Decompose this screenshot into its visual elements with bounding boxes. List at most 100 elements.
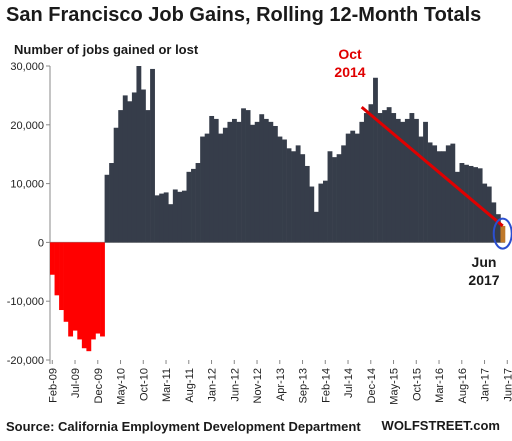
bar xyxy=(427,142,433,243)
x-tick-label: Jan-12 xyxy=(207,368,219,402)
trend-line xyxy=(360,106,504,228)
bar xyxy=(432,145,438,243)
bar xyxy=(350,130,356,243)
bar xyxy=(359,121,365,243)
bar xyxy=(191,168,196,243)
bar xyxy=(68,242,74,337)
bar xyxy=(386,107,392,243)
bar xyxy=(127,101,133,243)
source-note: Source: California Employment Developmen… xyxy=(6,419,361,434)
bar xyxy=(95,242,101,334)
bar xyxy=(232,118,237,243)
bar xyxy=(163,192,169,243)
bar xyxy=(373,77,378,243)
bar xyxy=(172,189,178,243)
bar xyxy=(495,214,501,243)
bar xyxy=(254,121,260,243)
bar xyxy=(391,113,397,243)
bar xyxy=(304,165,310,243)
bar xyxy=(332,157,337,243)
bar xyxy=(500,225,506,243)
x-tick-label: Feb-14 xyxy=(320,368,332,403)
y-tick-label: -10,000 xyxy=(7,296,44,308)
bar xyxy=(272,125,278,243)
x-tick-label: Jun-17 xyxy=(502,368,512,402)
x-tick-label: Dec-14 xyxy=(366,368,378,403)
bar xyxy=(90,242,96,340)
bar xyxy=(377,113,383,243)
bar xyxy=(286,148,292,243)
y-axis-label: Number of jobs gained or lost xyxy=(14,42,199,57)
bar xyxy=(222,127,228,243)
brand-label: WOLFSTREET.com xyxy=(381,418,500,433)
x-tick-label: Mar-16 xyxy=(434,368,446,403)
bar xyxy=(77,242,83,340)
annotation-oct-2014-line2: 2014 xyxy=(334,64,365,80)
bar xyxy=(104,174,110,243)
x-tick-label: Jul-14 xyxy=(343,368,355,398)
bar xyxy=(400,121,406,243)
bar xyxy=(395,118,401,243)
bar xyxy=(209,115,215,243)
bar xyxy=(186,171,192,243)
bar xyxy=(245,110,251,243)
bar xyxy=(423,121,428,243)
bar xyxy=(204,133,210,243)
x-tick-label: Mar-11 xyxy=(161,368,173,402)
bar xyxy=(259,114,265,243)
bar xyxy=(323,180,328,243)
x-tick-label: Oct-15 xyxy=(411,368,423,401)
x-tick-label: Dec-09 xyxy=(93,368,105,403)
x-tick-label: Nov-12 xyxy=(252,368,264,403)
bar xyxy=(159,193,165,243)
bar xyxy=(327,151,333,243)
bar xyxy=(113,127,119,243)
bar xyxy=(59,242,64,311)
bar xyxy=(86,242,92,352)
bar xyxy=(63,242,69,322)
y-tick-label: 20,000 xyxy=(10,120,44,132)
bar xyxy=(195,163,201,243)
bar xyxy=(168,204,174,243)
bar xyxy=(450,143,456,243)
bar xyxy=(54,242,60,296)
x-tick-label: May-15 xyxy=(389,368,401,405)
bar xyxy=(309,186,315,243)
annotation-jun-2017-line2: 2017 xyxy=(468,272,499,288)
bar xyxy=(445,145,451,243)
bar xyxy=(414,118,419,243)
bar xyxy=(109,163,114,243)
y-tick-label: 30,000 xyxy=(10,61,44,73)
bar xyxy=(181,190,187,243)
bar xyxy=(268,121,274,243)
bar xyxy=(354,133,360,243)
bar xyxy=(409,113,415,243)
bar xyxy=(241,108,246,243)
y-tick-label: 0 xyxy=(38,237,44,249)
bar xyxy=(295,145,301,243)
bar xyxy=(482,183,488,243)
bar xyxy=(464,164,469,243)
chart-title: San Francisco Job Gains, Rolling 12-Mont… xyxy=(6,4,482,26)
x-tick-label: Aug-16 xyxy=(457,368,469,403)
bar xyxy=(177,191,183,243)
bar xyxy=(263,118,269,243)
x-tick-label: Jun-12 xyxy=(229,368,241,402)
bar xyxy=(404,118,410,243)
bar xyxy=(150,68,155,243)
bar xyxy=(291,151,296,243)
bar xyxy=(441,151,447,243)
x-tick-label: Apr-13 xyxy=(275,368,287,401)
x-tick-label: Jan-17 xyxy=(480,368,492,402)
bar xyxy=(336,154,342,243)
bar xyxy=(145,110,151,243)
x-tick-label: Oct-10 xyxy=(138,368,150,401)
bar xyxy=(341,145,347,243)
bar xyxy=(468,165,474,243)
x-tick-label: Sep-13 xyxy=(298,368,310,403)
bar xyxy=(141,89,146,243)
bar xyxy=(368,104,374,243)
bar xyxy=(236,121,242,243)
bar xyxy=(122,95,128,243)
annotation-oct-2014-line1: Oct xyxy=(338,46,362,62)
